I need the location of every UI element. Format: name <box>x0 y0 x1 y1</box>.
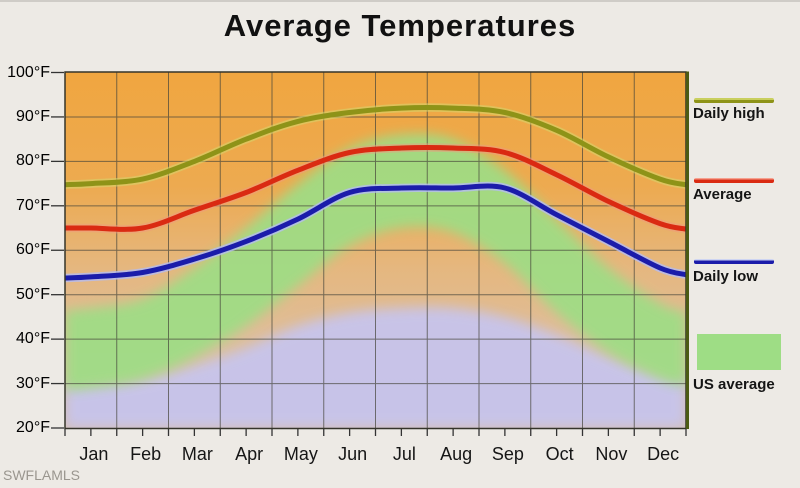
legend-label-daily-low: Daily low <box>693 268 759 285</box>
daily-low-line-swatch <box>694 259 774 264</box>
x-tick-label: Jul <box>392 444 416 464</box>
x-tick-label: May <box>283 444 318 464</box>
axis-ticks <box>51 71 687 436</box>
y-tick-label: 100°F <box>7 63 50 81</box>
x-tick-label: Feb <box>130 444 162 464</box>
x-tick-label: Apr <box>235 444 264 464</box>
gridlines <box>65 72 686 428</box>
daily-high-line-swatch <box>694 98 774 103</box>
series-line-daily-low <box>65 183 686 281</box>
y-tick-label: 20°F <box>16 419 50 436</box>
y-tick-label: 90°F <box>16 107 50 125</box>
us-average-area-swatch <box>697 334 781 370</box>
legend-label-us-average: US average <box>693 376 775 393</box>
legend-label-daily-high: Daily high <box>693 105 765 122</box>
chart-title: Average Temperatures <box>223 8 577 43</box>
x-tick-label: Mar <box>181 444 213 464</box>
series-line-daily-high <box>65 105 686 188</box>
x-tick-label: Dec <box>647 444 680 464</box>
x-tick-label: Jan <box>79 444 109 464</box>
x-tick-label: Oct <box>545 444 574 464</box>
x-tick-label: Nov <box>595 444 628 464</box>
y-tick-label: 70°F <box>16 196 50 214</box>
x-tick-label: Aug <box>440 444 473 464</box>
x-tick-label: Jun <box>338 444 368 464</box>
y-tick-label: 60°F <box>16 241 50 259</box>
legend-label-average: Average <box>693 186 752 203</box>
series-line-average <box>65 144 686 232</box>
y-tick-label: 80°F <box>16 152 50 170</box>
y-tick-label: 30°F <box>16 374 50 392</box>
y-tick-label: 50°F <box>16 285 50 303</box>
watermark: SWFLAMLS <box>3 467 81 483</box>
x-tick-label: Sep <box>491 444 524 464</box>
average-line-swatch <box>694 178 774 183</box>
y-tick-label: 40°F <box>16 330 50 348</box>
